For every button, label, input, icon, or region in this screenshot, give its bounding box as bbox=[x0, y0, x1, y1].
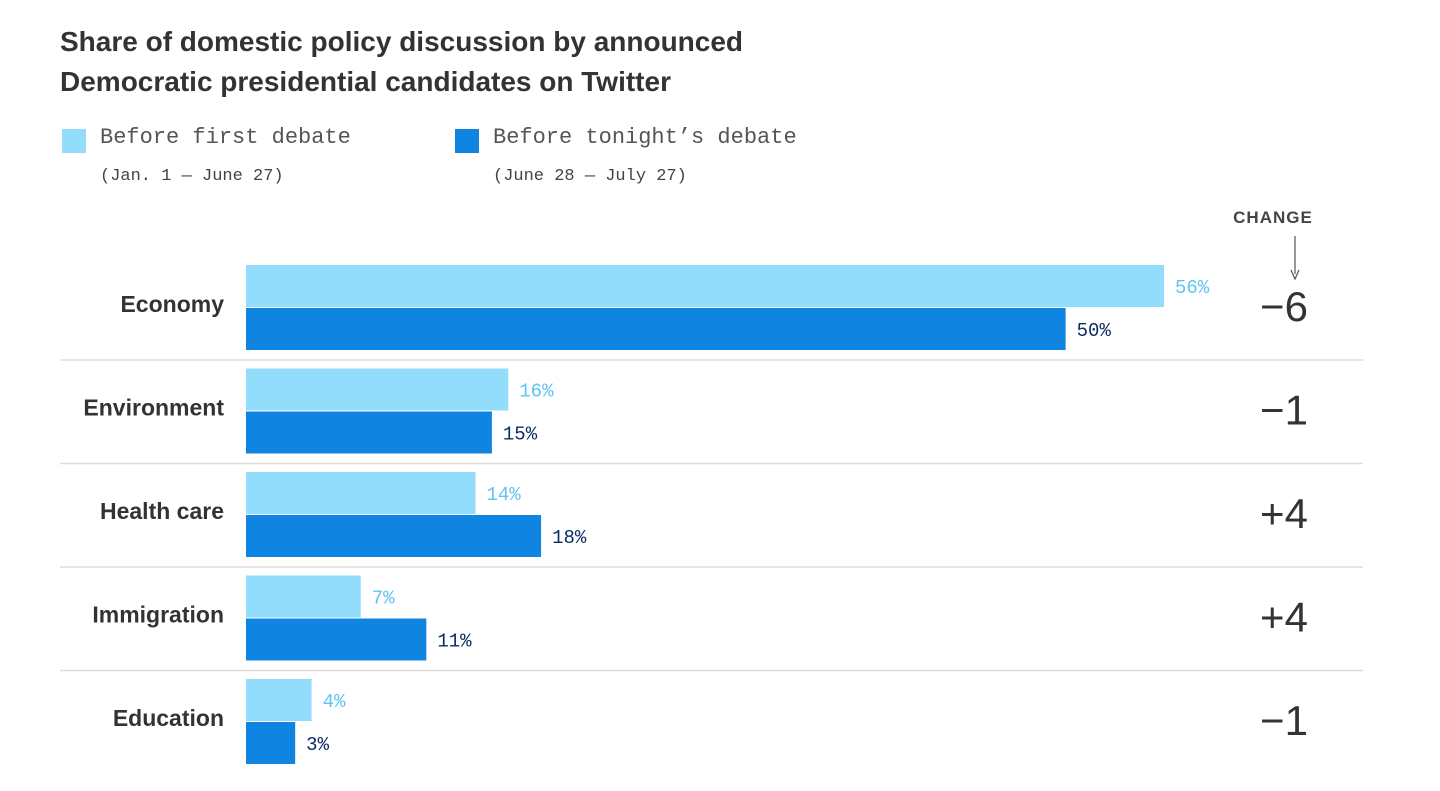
value-label: 18% bbox=[552, 527, 587, 549]
category-label-education: Education bbox=[113, 705, 224, 731]
bar-education-before-tonight bbox=[246, 722, 296, 764]
change-value-education: −1 bbox=[1260, 697, 1308, 744]
chart-title: Share of domestic policy discussion by a… bbox=[60, 22, 743, 102]
value-label: 3% bbox=[306, 734, 329, 756]
value-label: 14% bbox=[487, 484, 522, 506]
bar-economy-before-first bbox=[246, 265, 1164, 307]
legend-swatch-light bbox=[62, 129, 86, 153]
change-value-economy: −6 bbox=[1260, 283, 1308, 330]
value-label: 15% bbox=[503, 424, 538, 446]
value-label: 50% bbox=[1077, 320, 1112, 342]
change-header: CHANGE bbox=[1233, 208, 1313, 227]
legend-swatch-dark bbox=[455, 129, 479, 153]
change-value-environment: −1 bbox=[1260, 387, 1308, 434]
chart-title-line1: Share of domestic policy discussion by a… bbox=[60, 26, 744, 57]
legend-date-range: (June 28 — July 27) bbox=[493, 167, 687, 186]
legend-label: Before tonight’s debate bbox=[493, 125, 797, 150]
value-label: 4% bbox=[323, 691, 346, 713]
change-value-immigration: +4 bbox=[1260, 594, 1308, 641]
legend-label: Before first debate bbox=[100, 125, 351, 150]
value-label: 11% bbox=[437, 631, 472, 653]
value-label: 16% bbox=[519, 381, 554, 403]
bar-health-care-before-first bbox=[246, 472, 476, 514]
category-label-health-care: Health care bbox=[100, 498, 224, 524]
bar-economy-before-tonight bbox=[246, 308, 1066, 350]
category-label-immigration: Immigration bbox=[92, 602, 224, 628]
change-arrow-head bbox=[1290, 269, 1300, 281]
legend-date-range: (Jan. 1 — June 27) bbox=[100, 167, 284, 186]
bar-health-care-before-tonight bbox=[246, 515, 542, 557]
bar-immigration-before-tonight bbox=[246, 618, 427, 661]
category-label-environment: Environment bbox=[83, 395, 224, 421]
category-label-economy: Economy bbox=[120, 291, 224, 317]
change-value-health-care: +4 bbox=[1260, 490, 1308, 537]
chart-title-line2: Democratic presidential candidates on Tw… bbox=[60, 66, 671, 97]
bar-education-before-first bbox=[246, 679, 312, 721]
bar-immigration-before-first bbox=[246, 575, 361, 618]
value-label: 56% bbox=[1175, 277, 1210, 299]
bar-environment-before-first bbox=[246, 368, 509, 411]
value-label: 7% bbox=[372, 588, 395, 610]
bar-environment-before-tonight bbox=[246, 411, 492, 454]
